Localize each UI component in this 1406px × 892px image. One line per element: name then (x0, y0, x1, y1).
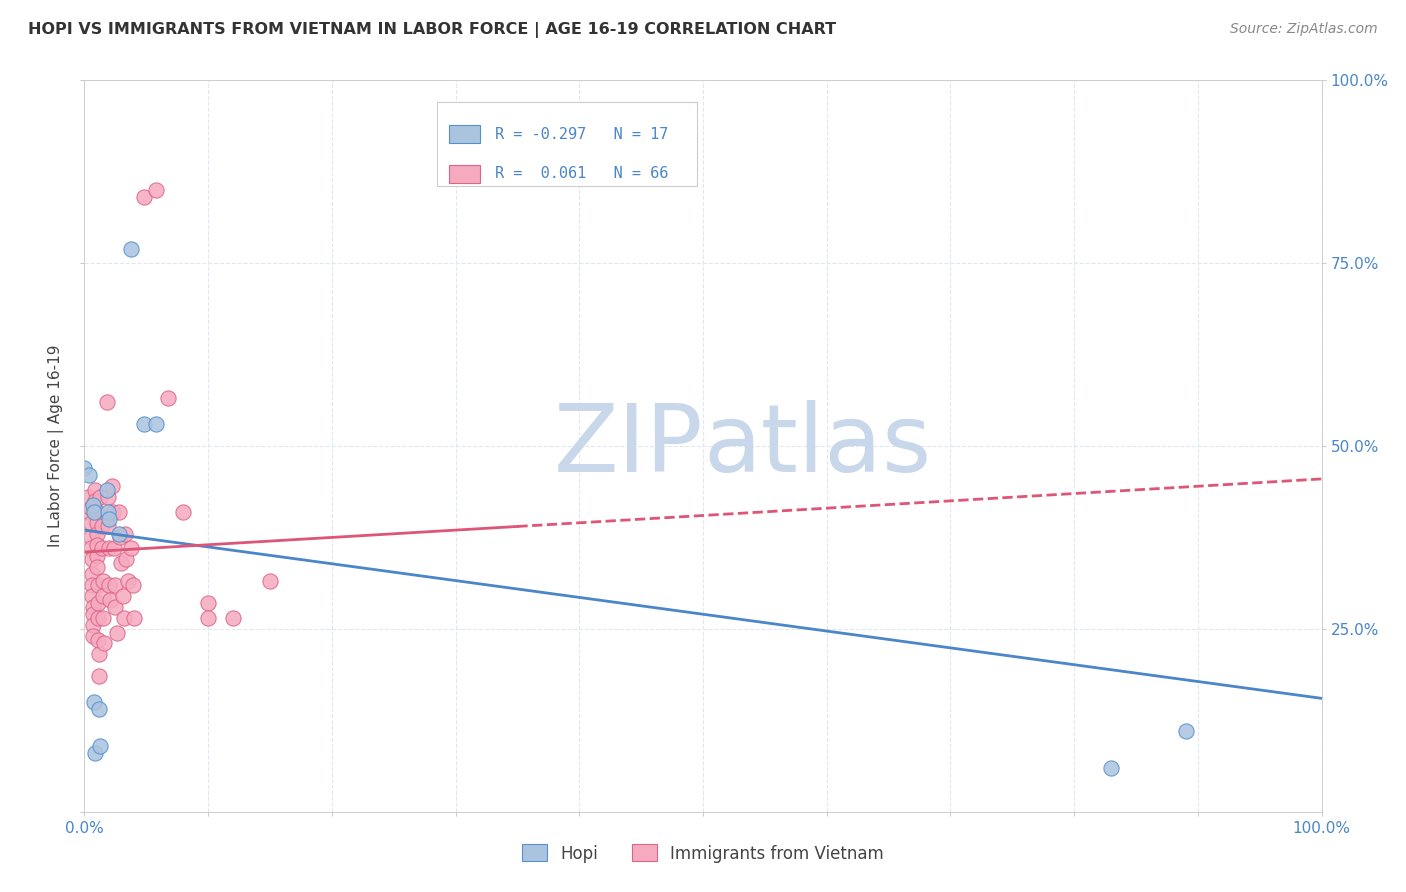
Point (97, 505, 120, 519)
Point (89, 739, 111, 753)
Point (89, 490, 111, 504)
Point (90, 519, 112, 533)
Point (86, 526, 108, 541)
Point (121, 578, 143, 592)
Point (120, 541, 142, 556)
Point (83, 505, 105, 519)
Point (197, 596, 219, 610)
Point (112, 611, 135, 625)
Point (120, 242, 142, 256)
Point (87, 578, 110, 592)
Point (89, 702, 111, 716)
Point (86, 549, 108, 563)
Point (93, 636, 115, 650)
Point (145, 183, 167, 197)
Point (84, 746, 107, 760)
Point (114, 526, 136, 541)
Point (90, 541, 112, 556)
Point (110, 530, 132, 544)
Text: R = -0.297   N = 17: R = -0.297 N = 17 (495, 127, 668, 142)
Point (77, 490, 100, 504)
Text: ZIP: ZIP (554, 400, 703, 492)
Point (91, 574, 114, 589)
Point (82, 498, 104, 512)
Y-axis label: In Labor Force | Age 16-19: In Labor Force | Age 16-19 (48, 344, 65, 548)
Point (89, 669, 111, 683)
Point (79, 468, 101, 483)
Point (80, 578, 103, 592)
Point (87, 632, 110, 647)
Point (259, 574, 281, 589)
Point (83, 695, 105, 709)
Point (91, 589, 114, 603)
Point (96, 395, 118, 409)
Point (98, 592, 121, 607)
Point (96, 483, 118, 497)
Point (145, 417, 167, 431)
Text: Source: ZipAtlas.com: Source: ZipAtlas.com (1230, 22, 1378, 37)
Text: R =  0.061   N = 66: R = 0.061 N = 66 (495, 166, 668, 181)
Point (79, 530, 101, 544)
Point (104, 599, 127, 614)
Point (79, 516, 101, 530)
Point (110, 556, 132, 570)
Point (108, 505, 131, 519)
Point (1174, 724, 1197, 739)
Text: HOPI VS IMMIGRANTS FROM VIETNAM IN LABOR FORCE | AGE 16-19 CORRELATION CHART: HOPI VS IMMIGRANTS FROM VIETNAM IN LABOR… (28, 22, 837, 38)
Point (222, 611, 245, 625)
Point (101, 505, 124, 519)
Point (172, 505, 194, 519)
FancyBboxPatch shape (450, 165, 481, 183)
Point (104, 578, 127, 592)
Point (103, 541, 125, 556)
FancyBboxPatch shape (437, 103, 697, 186)
Point (98, 578, 121, 592)
Point (79, 501, 101, 516)
Point (82, 599, 104, 614)
Point (79, 505, 101, 519)
Point (89, 648, 111, 662)
Point (98, 512, 121, 526)
Point (98, 541, 121, 556)
Point (91, 611, 114, 625)
Point (1099, 761, 1122, 775)
Point (80, 567, 103, 582)
Point (82, 618, 104, 632)
Point (117, 574, 139, 589)
Point (80, 552, 103, 566)
Point (108, 526, 131, 541)
Point (132, 417, 155, 431)
Point (97, 519, 120, 533)
Point (197, 611, 219, 625)
Point (86, 559, 108, 574)
Point (80, 589, 103, 603)
Point (82, 629, 104, 643)
Point (157, 392, 180, 406)
Point (84, 494, 107, 508)
Text: atlas: atlas (703, 400, 931, 492)
Point (86, 505, 108, 519)
Point (122, 611, 145, 625)
Point (115, 552, 138, 566)
Legend: Hopi, Immigrants from Vietnam: Hopi, Immigrants from Vietnam (516, 838, 890, 869)
Point (87, 611, 110, 625)
Point (86, 538, 108, 552)
Point (86, 516, 108, 530)
Point (97, 490, 120, 504)
Point (73, 461, 96, 475)
Point (87, 596, 110, 610)
FancyBboxPatch shape (450, 125, 481, 144)
Point (79, 541, 101, 556)
Point (100, 479, 122, 493)
Point (105, 625, 128, 640)
Point (132, 190, 155, 204)
Point (82, 607, 104, 622)
Point (84, 483, 107, 497)
Point (111, 589, 134, 603)
